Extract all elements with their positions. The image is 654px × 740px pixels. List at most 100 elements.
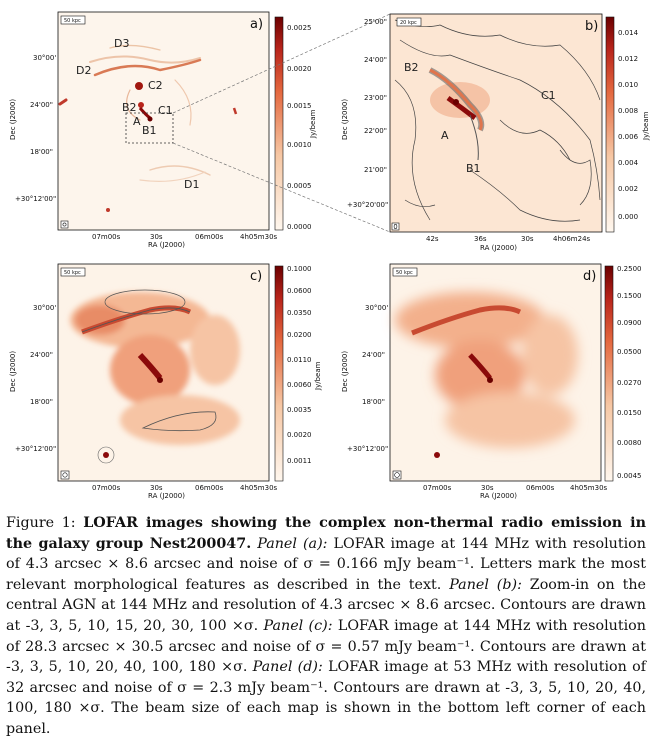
svg-text:24'00": 24'00": [362, 351, 385, 359]
svg-text:0.0015: 0.0015: [287, 102, 312, 110]
svg-text:0.2500: 0.2500: [617, 265, 642, 273]
svg-text:24'00": 24'00": [30, 351, 53, 359]
svg-text:0.0110: 0.0110: [287, 356, 312, 364]
svg-text:24'00": 24'00": [364, 56, 387, 64]
caption-panel-c-text: LOFAR image at 144 MHz with resolution o…: [6, 617, 646, 676]
svg-text:0.002: 0.002: [618, 185, 638, 193]
svg-text:42s: 42s: [426, 235, 439, 243]
panel-a-beam-box: [60, 220, 69, 229]
svg-text:0.0080: 0.0080: [617, 439, 642, 447]
panel-d-dec-label: Dec (J2000): [341, 351, 349, 392]
svg-text:36s: 36s: [474, 235, 487, 243]
panel-b-contours: [394, 19, 601, 222]
panel-c-ra-ticks: 07m00s 30s 06m00s 4h05m30s: [92, 484, 278, 492]
panel-d-dec-ticks: 30°00' 24'00" 18'00" +30°12'00": [347, 304, 388, 453]
svg-text:0.0025: 0.0025: [287, 24, 312, 32]
svg-text:18'00": 18'00": [30, 148, 53, 156]
svg-text:0.012: 0.012: [618, 55, 638, 63]
panel-d-scalebar-box: [392, 267, 418, 277]
panel-a-map: [57, 11, 270, 231]
svg-text:30s: 30s: [481, 484, 494, 492]
panel-a: 50 kpc a) D3 D2 C2 B2 C1 A B1 D1 30°00' …: [9, 11, 317, 249]
svg-text:30s: 30s: [150, 484, 163, 492]
caption-label: Figure 1:: [6, 515, 76, 531]
panel-a-colorbar: [274, 16, 284, 231]
feature-b2: B2: [122, 101, 137, 114]
panel-a-zoom-box: [125, 112, 174, 144]
svg-text:0.0500: 0.0500: [617, 348, 642, 356]
svg-text:0.0900: 0.0900: [617, 319, 642, 327]
svg-text:0.1500: 0.1500: [617, 292, 642, 300]
feature-a-zoom: A: [441, 129, 449, 142]
svg-text:30°00': 30°00': [33, 304, 56, 312]
svg-text:06m00s: 06m00s: [526, 484, 555, 492]
panel-c-scalebar-box: [60, 267, 86, 277]
panel-a-cbar-ticks: 0.0025 0.0020 0.0015 0.0010 0.0005 0.000…: [287, 24, 312, 231]
panel-c: 50 kpc c) 30°00' 24'00" 18'00" +30°12'00…: [9, 263, 322, 500]
panel-c-cbar-ticks: 0.1000 0.0600 0.0350 0.0200 0.0110 0.006…: [287, 265, 312, 465]
svg-text:23'00": 23'00": [364, 94, 387, 102]
panel-b-map: [389, 13, 603, 233]
panel-b: 20 kpc b) B2 C1 A B1 25'00" 24'00" 23'00…: [341, 13, 650, 252]
panel-d-scalebar: 50 kpc: [396, 270, 413, 276]
svg-text:0.0200: 0.0200: [287, 331, 312, 339]
panel-c-letter: c): [250, 269, 262, 284]
svg-text:18'00": 18'00": [30, 398, 53, 406]
panel-a-letter: a): [250, 17, 263, 32]
panel-d-cbar-ticks: 0.2500 0.1500 0.0900 0.0500 0.0270 0.015…: [617, 265, 642, 480]
svg-text:0.0270: 0.0270: [617, 379, 642, 387]
caption-panel-b-label: Panel (b):: [449, 576, 522, 593]
caption-panel-d-label: Panel (d):: [252, 659, 323, 676]
svg-text:0.0020: 0.0020: [287, 431, 312, 439]
panel-b-dec-ticks: 25'00" 24'00" 23'00" 22'00" 21'00" +30°2…: [347, 18, 388, 209]
panel-b-dec-label: Dec (J2000): [341, 99, 349, 140]
svg-text:4h05m30s: 4h05m30s: [570, 484, 608, 492]
panel-c-cbar-unit: Jy/beam: [314, 361, 322, 391]
panel-a-dec-label: Dec (J2000): [9, 99, 17, 140]
svg-text:22'00": 22'00": [364, 127, 387, 135]
panel-a-emission: [58, 44, 211, 182]
svg-text:0.014: 0.014: [618, 29, 639, 37]
panel-d-letter: d): [583, 269, 596, 284]
feature-d3: D3: [114, 37, 129, 50]
svg-text:4h05m30s: 4h05m30s: [240, 233, 278, 241]
svg-text:0.0150: 0.0150: [617, 409, 642, 417]
panel-a-ra-ticks: 07m00s 30s 06m00s 4h05m30s: [92, 233, 278, 241]
panel-b-cbar-unit: Jy/beam: [642, 111, 650, 141]
panel-a-scalebar: 50 kpc: [64, 18, 81, 24]
panel-c-ra-label: RA (J2000): [148, 492, 185, 500]
panel-b-scalebar-box: [396, 17, 422, 27]
panel-d-beam-box: [392, 470, 402, 480]
svg-text:0.0010: 0.0010: [287, 141, 312, 149]
panel-b-letter: b): [585, 19, 598, 34]
svg-text:0.0035: 0.0035: [287, 406, 312, 414]
svg-text:25'00": 25'00": [364, 18, 387, 26]
panel-b-beam-box: [391, 222, 400, 231]
svg-text:0.000: 0.000: [618, 213, 638, 221]
svg-text:0.004: 0.004: [618, 159, 639, 167]
feature-b1: B1: [142, 124, 157, 137]
svg-text:18'00": 18'00": [362, 398, 385, 406]
panel-b-colorbar: [605, 16, 615, 233]
panel-b-ra-label: RA (J2000): [480, 244, 517, 252]
svg-text:0.0000: 0.0000: [287, 223, 312, 231]
svg-text:0.008: 0.008: [618, 107, 638, 115]
svg-text:0.0005: 0.0005: [287, 182, 312, 190]
feature-c1-zoom: C1: [541, 89, 556, 102]
figure-caption: Figure 1: LOFAR images showing the compl…: [6, 513, 646, 740]
svg-text:0.0350: 0.0350: [287, 309, 312, 317]
svg-text:+30°12'00": +30°12'00": [347, 445, 388, 453]
svg-text:0.0020: 0.0020: [287, 65, 312, 73]
caption-panel-a-text: LOFAR image at 144 MHz with resolution o…: [6, 535, 646, 593]
svg-text:4h06m24s: 4h06m24s: [553, 235, 591, 243]
feature-c1: C1: [158, 104, 173, 117]
feature-b2-zoom: B2: [404, 61, 419, 74]
panel-a-dec-ticks: 30°00' 24'00" 18'00" +30°12'00": [15, 54, 56, 203]
panel-d: 50 kpc d) 30°00' 24'00" 18'00" +30°12'00…: [341, 263, 642, 500]
panel-d-ra-label: RA (J2000): [480, 492, 517, 500]
panel-a-scalebar-box: [60, 15, 86, 25]
svg-text:06m00s: 06m00s: [195, 484, 224, 492]
panel-c-scalebar: 50 kpc: [64, 270, 81, 276]
svg-text:30s: 30s: [521, 235, 534, 243]
svg-text:0.0600: 0.0600: [287, 287, 312, 295]
